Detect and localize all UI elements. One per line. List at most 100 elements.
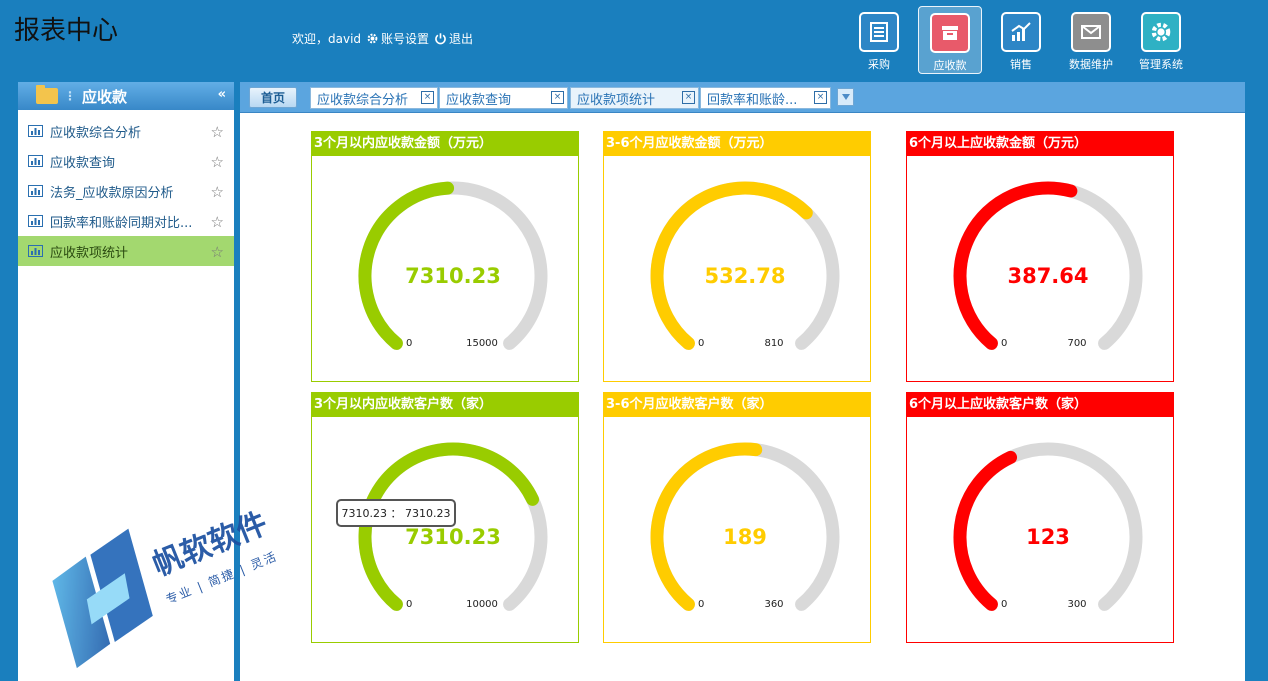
gauge-title: 6个月以上应收款客户数（家） xyxy=(907,393,1173,417)
gauge-max-label: 700 xyxy=(1067,338,1086,349)
gauge-value-arc[interactable] xyxy=(358,442,540,611)
gauge-chart: 532.78 0 810 xyxy=(650,181,840,350)
gauge-value-arc[interactable] xyxy=(953,181,1078,350)
gauge-value-label: 189 xyxy=(723,525,767,549)
sidebar-header: ⋮ 应收款 « xyxy=(18,82,234,110)
folder-icon xyxy=(36,85,58,104)
gauge-min-label: 0 xyxy=(406,338,412,349)
bar-chart-icon xyxy=(28,215,43,227)
gauge-chart: 7310.23 0 15000 xyxy=(358,181,548,350)
bar-chart-icon xyxy=(28,155,43,167)
bar-chart-icon xyxy=(28,245,43,257)
power-icon xyxy=(435,33,446,45)
tab-label: 回款率和账龄... xyxy=(707,92,798,108)
app-title: 报表中心 xyxy=(14,16,119,46)
module-1[interactable]: 应收款 xyxy=(918,6,982,74)
module-nav: 采购 应收款 销售 数据维护 管理系统 xyxy=(848,6,1200,74)
sidebar-item[interactable]: 法务_应收款原因分析 ☆ xyxy=(18,176,234,206)
gauge-min-label: 0 xyxy=(1001,599,1007,610)
module-label: 销售 xyxy=(1010,58,1032,71)
divider-dots: ⋮ xyxy=(64,89,76,103)
gauge-min-label: 0 xyxy=(406,599,412,610)
gauge-min-label: 0 xyxy=(1001,338,1007,349)
sidebar-title: 应收款 xyxy=(82,87,128,106)
sidebar-item[interactable]: 回款率和账龄同期对比... ☆ xyxy=(18,206,234,236)
gear-icon xyxy=(367,33,378,44)
mail-icon xyxy=(1071,12,1111,52)
close-tab-icon[interactable]: × xyxy=(421,91,434,104)
gauge-title: 6个月以上应收款金额（万元） xyxy=(907,132,1173,156)
star-icon[interactable]: ☆ xyxy=(210,153,224,171)
sidebar-item-label: 法务_应收款原因分析 xyxy=(50,185,174,201)
list-icon xyxy=(859,12,899,52)
sidebar-list: 应收款综合分析 ☆ 应收款查询 ☆ 法务_应收款原因分析 ☆ 回款率和账龄同期对比... ☆ 应… xyxy=(18,110,234,266)
gauge-value-label: 7310.23 xyxy=(405,264,501,288)
gauge-chart: 7310.23 0 10000 xyxy=(358,442,548,611)
star-icon[interactable]: ☆ xyxy=(210,243,224,261)
account-settings-link[interactable]: 账号设置 xyxy=(366,30,429,47)
collapse-sidebar-button[interactable]: « xyxy=(217,87,226,102)
user-bar: 欢迎，david 账号设置 退出 xyxy=(292,30,473,47)
logout-label: 退出 xyxy=(449,32,474,46)
gauge-max-label: 300 xyxy=(1067,599,1086,610)
tab[interactable]: 回款率和账龄... × xyxy=(700,87,831,109)
gauge-card: 6个月以上应收款金额（万元） 387.64 0 700 xyxy=(906,131,1174,382)
welcome-text: 欢迎，david xyxy=(292,32,362,46)
gear-icon xyxy=(1141,12,1181,52)
gauge-value-label: 387.64 xyxy=(1007,264,1088,288)
tab-home[interactable]: 首页 xyxy=(249,87,297,108)
close-tab-icon[interactable]: × xyxy=(814,91,827,104)
module-3[interactable]: 数据维护 xyxy=(1060,6,1122,74)
gauge-title: 3-6个月应收款客户数（家） xyxy=(604,393,870,417)
account-settings-label: 账号设置 xyxy=(381,32,430,46)
tab-label: 应收款查询 xyxy=(446,92,512,108)
gauge-value-arc[interactable] xyxy=(650,442,763,611)
gauge-min-label: 0 xyxy=(698,338,704,349)
tab[interactable]: 应收款项统计 × xyxy=(570,87,699,109)
close-tab-icon[interactable]: × xyxy=(682,91,695,104)
module-label: 管理系统 xyxy=(1139,58,1183,71)
gauge-chart: 123 0 300 xyxy=(953,442,1143,611)
inbox-icon xyxy=(930,13,970,53)
tab-label: 应收款综合分析 xyxy=(317,92,409,108)
star-icon[interactable]: ☆ xyxy=(210,213,224,231)
star-icon[interactable]: ☆ xyxy=(210,123,224,141)
tab[interactable]: 应收款综合分析 × xyxy=(310,87,438,109)
sidebar-item[interactable]: 应收款查询 ☆ xyxy=(18,146,234,176)
gauge-value-arc[interactable] xyxy=(358,181,455,350)
module-label: 数据维护 xyxy=(1069,58,1113,71)
module-label: 应收款 xyxy=(933,59,967,72)
gauge-max-label: 360 xyxy=(764,599,783,610)
gauge-max-label: 15000 xyxy=(466,338,498,349)
gauge-value-arc[interactable] xyxy=(650,181,813,350)
sidebar-item[interactable]: 应收款综合分析 ☆ xyxy=(18,116,234,146)
module-0[interactable]: 采购 xyxy=(848,6,910,74)
star-icon[interactable]: ☆ xyxy=(210,183,224,201)
gauge-card: 3-6个月应收款客户数（家） 189 0 360 xyxy=(603,392,871,643)
close-tab-icon[interactable]: × xyxy=(551,91,564,104)
gauge-value-label: 7310.23 xyxy=(405,525,501,549)
sidebar-item[interactable]: 应收款项统计 ☆ xyxy=(18,236,234,266)
sidebar-item-label: 应收款综合分析 xyxy=(50,125,142,141)
module-2[interactable]: 销售 xyxy=(990,6,1052,74)
gauge-chart: 387.64 0 700 xyxy=(953,181,1143,350)
gauge-title: 3个月以内应收款客户数（家） xyxy=(312,393,578,417)
gauge-card: 6个月以上应收款客户数（家） 123 0 300 xyxy=(906,392,1174,643)
bar-chart-icon xyxy=(28,185,43,197)
sidebar-item-label: 应收款项统计 xyxy=(50,245,129,261)
sidebar-item-label: 回款率和账龄同期对比... xyxy=(50,215,193,231)
gauge-value-arc[interactable] xyxy=(953,450,1018,611)
logout-link[interactable]: 退出 xyxy=(434,30,473,47)
chart-tooltip: 7310.23 ： 7310.23 xyxy=(336,499,456,527)
gauge-title: 3-6个月应收款金额（万元） xyxy=(604,132,870,156)
sidebar-item-label: 应收款查询 xyxy=(50,155,116,171)
tab-label: 应收款项统计 xyxy=(577,92,656,108)
watermark-logo: 帆软软件 专业 | 简捷 | 灵活 xyxy=(52,506,280,669)
chart-up-icon xyxy=(1001,12,1041,52)
tab-bar: 首页 应收款综合分析 × 应收款查询 × 应收款项统计 × 回款率和账龄... × xyxy=(240,82,1245,113)
tab[interactable]: 应收款查询 × xyxy=(439,87,568,109)
gauge-value-label: 123 xyxy=(1026,525,1070,549)
gauge-title: 3个月以内应收款金额（万元） xyxy=(312,132,578,156)
tab-menu-dropdown-icon[interactable] xyxy=(837,88,854,106)
module-4[interactable]: 管理系统 xyxy=(1130,6,1192,74)
